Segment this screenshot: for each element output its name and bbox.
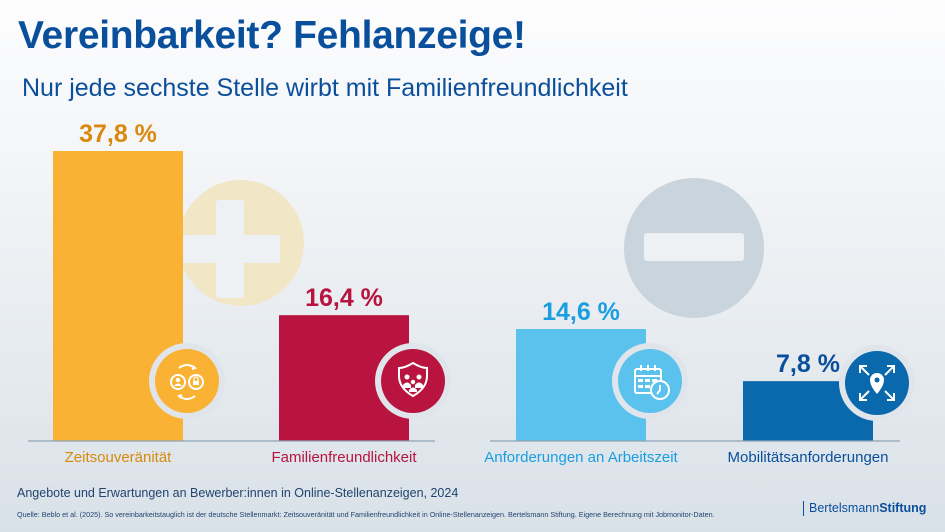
category-label: Familienfreundlichkeit bbox=[271, 449, 417, 466]
data-label: 7,8 % bbox=[776, 350, 840, 378]
calendar-clock-icon bbox=[634, 365, 670, 400]
location-expand-icon bbox=[859, 365, 895, 401]
brand-bold: Stiftung bbox=[879, 501, 927, 515]
brand-logo: BertelsmannStiftung bbox=[803, 501, 926, 516]
category-label: Mobilitätsanforderungen bbox=[728, 449, 889, 466]
category-label: Zeitsouveränität bbox=[65, 449, 173, 466]
brand-light: Bertelsmann bbox=[809, 501, 880, 515]
data-label: 16,4 % bbox=[305, 284, 383, 312]
category-label: Anforderungen an Arbeitszeit bbox=[484, 449, 678, 466]
swap-person-lock-icon bbox=[170, 364, 204, 400]
plus-icon bbox=[178, 180, 304, 306]
chart-caption: Angebote und Erwartungen an Bewerber:inn… bbox=[17, 486, 459, 500]
data-label: 37,8 % bbox=[79, 120, 157, 148]
icon-badge bbox=[155, 349, 219, 413]
page-title: Vereinbarkeit? Fehlanzeige! bbox=[18, 14, 526, 57]
shield-family-icon bbox=[398, 361, 428, 398]
source-note: Quelle: Beblo et al. (2025). So vereinba… bbox=[17, 510, 715, 519]
page-subtitle: Nur jede sechste Stelle wirbt mit Famili… bbox=[22, 74, 628, 102]
data-label: 14,6 % bbox=[542, 298, 620, 326]
minus-icon bbox=[624, 178, 764, 318]
